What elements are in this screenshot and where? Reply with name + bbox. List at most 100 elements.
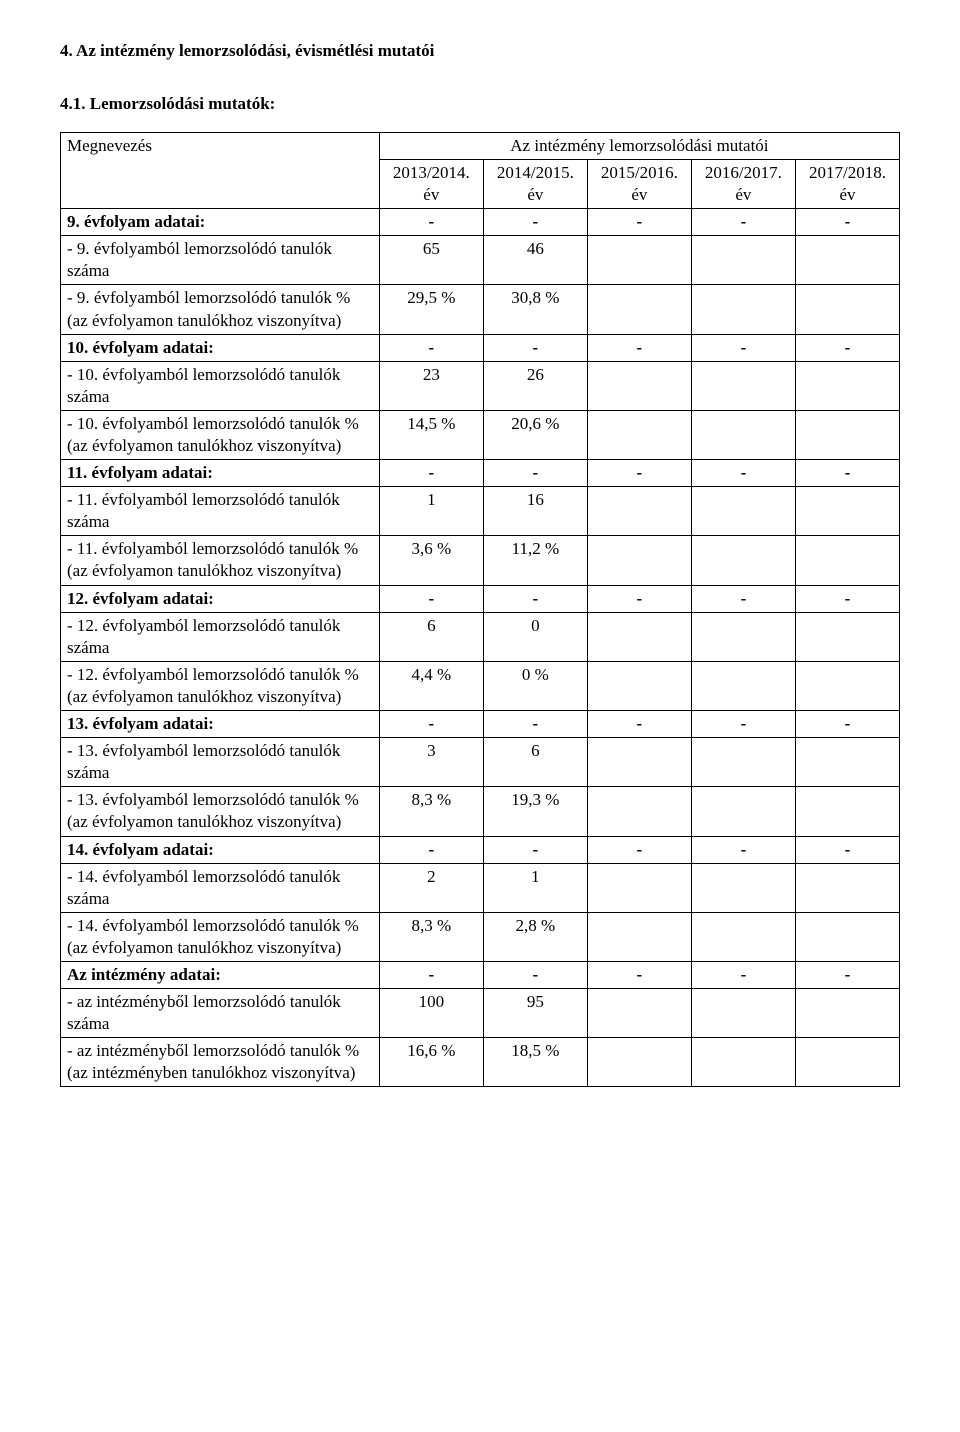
- cell: 95: [483, 989, 587, 1038]
- cell: 46: [483, 236, 587, 285]
- cell: 20,6 %: [483, 410, 587, 459]
- col-header-label: Megnevezés: [61, 132, 380, 208]
- cell: 1: [483, 863, 587, 912]
- cell: [691, 989, 795, 1038]
- dropout-table: MegnevezésAz intézmény lemorzsolódási mu…: [60, 132, 900, 1088]
- cell: [795, 612, 899, 661]
- cell: [691, 1038, 795, 1087]
- row-label: - 10. évfolyamból lemorzsolódó tanulók s…: [61, 361, 380, 410]
- cell: -: [691, 460, 795, 487]
- cell: [795, 285, 899, 334]
- cell: [795, 738, 899, 787]
- cell: 16: [483, 487, 587, 536]
- cell: -: [795, 460, 899, 487]
- cell: [795, 912, 899, 961]
- row-label: - 12. évfolyamból lemorzsolódó tanulók s…: [61, 612, 380, 661]
- row-label: - az intézményből lemorzsolódó tanulók s…: [61, 989, 380, 1038]
- cell: 30,8 %: [483, 285, 587, 334]
- cell: [587, 738, 691, 787]
- cell: [587, 361, 691, 410]
- cell: -: [795, 836, 899, 863]
- cell: -: [587, 711, 691, 738]
- cell: 100: [379, 989, 483, 1038]
- row-label: 12. évfolyam adatai:: [61, 585, 380, 612]
- cell: -: [379, 334, 483, 361]
- cell: -: [587, 836, 691, 863]
- cell: 26: [483, 361, 587, 410]
- row-label: - 14. évfolyamból lemorzsolódó tanulók %…: [61, 912, 380, 961]
- row-label: 13. évfolyam adatai:: [61, 711, 380, 738]
- row-label: - 13. évfolyamból lemorzsolódó tanulók %…: [61, 787, 380, 836]
- cell: 18,5 %: [483, 1038, 587, 1087]
- cell: [691, 863, 795, 912]
- cell: -: [587, 585, 691, 612]
- cell: [587, 536, 691, 585]
- cell: -: [379, 961, 483, 988]
- cell: -: [795, 334, 899, 361]
- cell: [587, 912, 691, 961]
- cell: -: [691, 836, 795, 863]
- cell: [691, 661, 795, 710]
- row-label: - 11. évfolyamból lemorzsolódó tanulók %…: [61, 536, 380, 585]
- col-header-year-2: 2015/2016.év: [587, 159, 691, 208]
- cell: [795, 236, 899, 285]
- col-header-year-3: 2016/2017.év: [691, 159, 795, 208]
- row-label: - 12. évfolyamból lemorzsolódó tanulók %…: [61, 661, 380, 710]
- cell: -: [587, 961, 691, 988]
- cell: [587, 989, 691, 1038]
- cell: [691, 487, 795, 536]
- cell: -: [379, 209, 483, 236]
- row-label: - 10. évfolyamból lemorzsolódó tanulók %…: [61, 410, 380, 459]
- cell: -: [691, 334, 795, 361]
- cell: -: [483, 585, 587, 612]
- section-title: 4. Az intézmény lemorzsolódási, évismétl…: [60, 40, 900, 63]
- cell: -: [379, 711, 483, 738]
- cell: [795, 787, 899, 836]
- cell: -: [483, 460, 587, 487]
- cell: [691, 787, 795, 836]
- cell: 1: [379, 487, 483, 536]
- cell: [691, 912, 795, 961]
- cell: [587, 487, 691, 536]
- cell: [795, 361, 899, 410]
- cell: -: [795, 961, 899, 988]
- cell: [587, 787, 691, 836]
- col-header-year-0: 2013/2014.év: [379, 159, 483, 208]
- cell: [691, 236, 795, 285]
- cell: -: [483, 209, 587, 236]
- cell: [587, 410, 691, 459]
- cell: -: [587, 334, 691, 361]
- cell: -: [379, 836, 483, 863]
- cell: [795, 1038, 899, 1087]
- cell: -: [483, 961, 587, 988]
- cell: 11,2 %: [483, 536, 587, 585]
- col-header-year-1: 2014/2015.év: [483, 159, 587, 208]
- cell: -: [795, 711, 899, 738]
- cell: -: [691, 209, 795, 236]
- cell: [587, 863, 691, 912]
- cell: [795, 487, 899, 536]
- cell: -: [795, 209, 899, 236]
- cell: 19,3 %: [483, 787, 587, 836]
- cell: [795, 661, 899, 710]
- cell: [691, 536, 795, 585]
- cell: [587, 285, 691, 334]
- cell: 6: [483, 738, 587, 787]
- row-label: - 9. évfolyamból lemorzsolódó tanulók % …: [61, 285, 380, 334]
- cell: -: [795, 585, 899, 612]
- cell: [691, 612, 795, 661]
- cell: [691, 285, 795, 334]
- cell: -: [483, 711, 587, 738]
- cell: -: [587, 460, 691, 487]
- cell: -: [379, 460, 483, 487]
- row-label: 11. évfolyam adatai:: [61, 460, 380, 487]
- cell: -: [691, 961, 795, 988]
- cell: 23: [379, 361, 483, 410]
- subsection-title: 4.1. Lemorzsolódási mutatók:: [60, 93, 900, 116]
- cell: [795, 536, 899, 585]
- row-label: - az intézményből lemorzsolódó tanulók %…: [61, 1038, 380, 1087]
- cell: -: [587, 209, 691, 236]
- cell: 65: [379, 236, 483, 285]
- cell: [795, 410, 899, 459]
- cell: [795, 989, 899, 1038]
